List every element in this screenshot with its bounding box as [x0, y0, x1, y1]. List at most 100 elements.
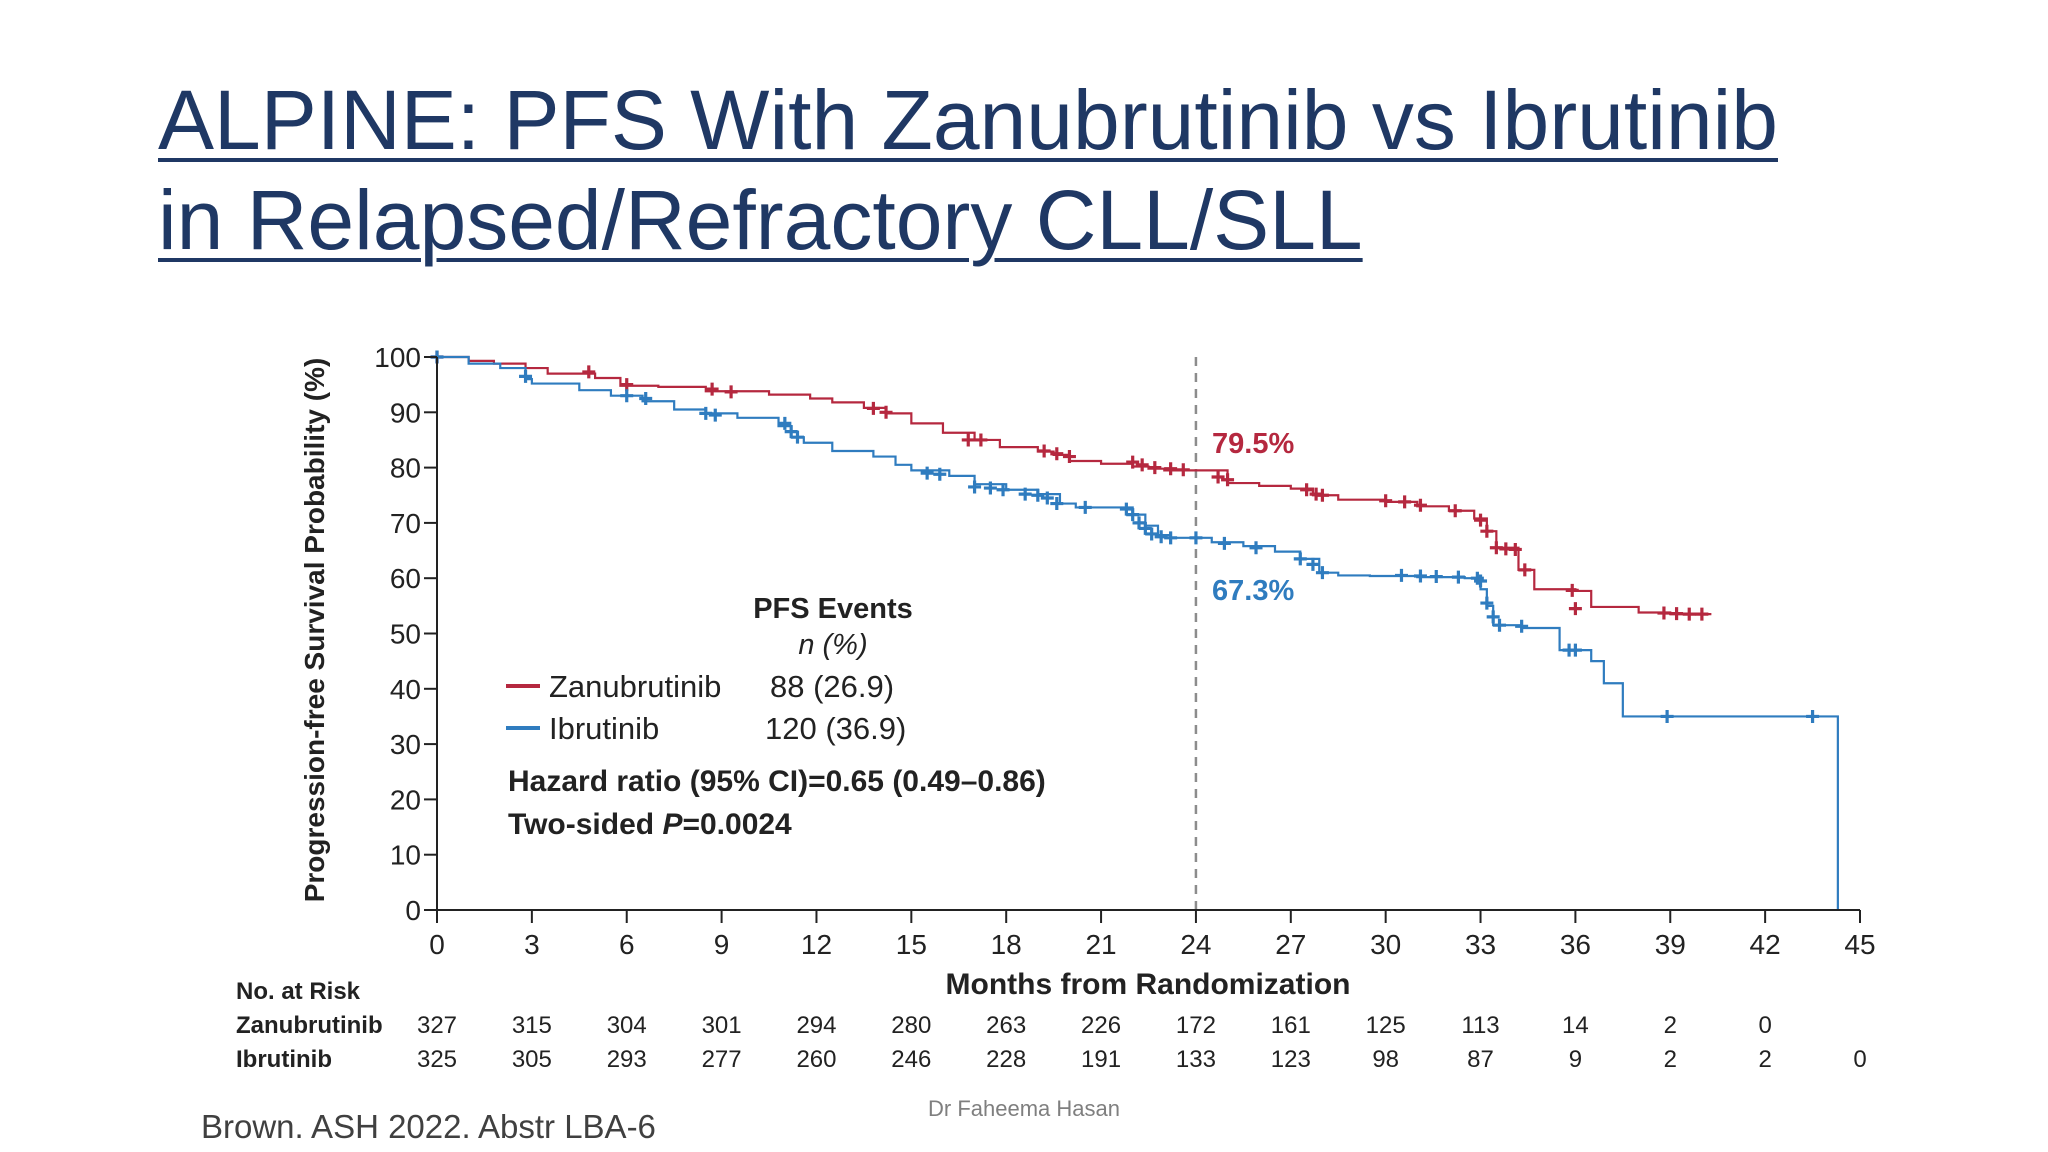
pfs-events-inset: PFS Events n (%) Zanubrutinib 88 (26.9) …: [506, 593, 1046, 841]
censor-mark: [1448, 504, 1462, 518]
risk-value-ibrutinib: 325: [417, 1046, 457, 1073]
censor-mark: [778, 416, 792, 430]
x-axis-label: Months from Randomization: [946, 968, 1351, 1001]
censor-mark: [1176, 463, 1190, 477]
censor-mark: [1493, 618, 1507, 632]
censor-mark: [1486, 610, 1500, 624]
y-tick-label: 20: [390, 784, 421, 815]
risk-value-ibrutinib: 228: [986, 1046, 1026, 1073]
censor-mark: [620, 378, 634, 392]
censor-mark: [1413, 498, 1427, 512]
x-tick-label: 12: [801, 929, 832, 960]
censor-mark: [1518, 563, 1532, 577]
censor-mark: [920, 466, 934, 480]
censor-mark: [1249, 541, 1263, 555]
censor-mark: [1078, 500, 1092, 514]
y-tick-label: 90: [390, 397, 421, 428]
censor-mark: [790, 430, 804, 444]
censor-mark: [1315, 566, 1329, 580]
risk-value-zanubrutinib: 226: [1081, 1012, 1121, 1039]
censor-mark: [1306, 557, 1320, 571]
censor-mark: [961, 433, 975, 447]
censor-mark: [1480, 524, 1494, 538]
slide-title: ALPINE: PFS With Zanubrutinib vs Ibrutin…: [158, 70, 1858, 270]
citation: Brown. ASH 2022. Abstr LBA-6: [201, 1108, 656, 1145]
y-axis-label: Progression-free Survival Probability (%…: [299, 358, 330, 903]
censor-mark: [1221, 473, 1235, 487]
censor-mark: [968, 480, 982, 494]
censor-marks-zanubrutinib: [430, 350, 1709, 621]
slide-title-line-2: in Relapsed/Refractory CLL/SLL: [158, 173, 1363, 267]
censor-mark: [1657, 606, 1671, 620]
risk-value-zanubrutinib: 304: [607, 1012, 647, 1039]
risk-value-zanubrutinib: 327: [417, 1012, 457, 1039]
censor-mark: [1379, 494, 1393, 508]
risk-value-ibrutinib: 191: [1081, 1046, 1121, 1073]
legend-label-zanubrutinib: Zanubrutinib: [549, 669, 721, 704]
censor-mark: [582, 365, 596, 379]
risk-value-ibrutinib: 2: [1758, 1046, 1771, 1073]
p-value-prefix: Two-sided: [508, 808, 662, 841]
censor-mark: [519, 369, 533, 383]
p-value-letter: P: [662, 808, 683, 841]
censor-mark: [1037, 444, 1051, 458]
x-tick-label: 27: [1275, 929, 1306, 960]
risk-value-zanubrutinib: 2: [1664, 1012, 1677, 1039]
censor-mark: [1508, 542, 1522, 556]
risk-value-ibrutinib: 293: [607, 1046, 647, 1073]
censor-mark: [1040, 491, 1054, 505]
censor-mark: [1293, 552, 1307, 566]
censor-mark: [1031, 488, 1045, 502]
y-tick-label: 0: [405, 895, 421, 926]
censor-mark: [1451, 570, 1465, 584]
km-curve-zanubrutinib: [437, 355, 1712, 616]
x-tick-label: 24: [1180, 929, 1211, 960]
censor-mark: [708, 408, 722, 422]
risk-row-label-zanubrutinib: Zanubrutinib: [236, 1012, 383, 1039]
legend-label-ibrutinib: Ibrutinib: [549, 711, 659, 746]
censor-mark: [879, 405, 893, 419]
censor-mark: [1474, 513, 1488, 527]
censor-mark: [1429, 570, 1443, 584]
censor-mark: [1806, 709, 1820, 723]
y-tick-label: 100: [374, 342, 421, 373]
censor-mark: [974, 433, 988, 447]
y-tick-label: 60: [390, 563, 421, 594]
censor-mark: [1300, 483, 1314, 497]
censor-mark: [699, 406, 713, 420]
risk-value-zanubrutinib: 0: [1758, 1012, 1771, 1039]
risk-value-ibrutinib: 277: [702, 1046, 742, 1073]
x-tick-label: 18: [991, 929, 1022, 960]
censor-mark: [996, 483, 1010, 497]
censor-mark: [1474, 574, 1488, 588]
censor-mark: [1515, 619, 1529, 633]
x-tick-label: 45: [1844, 929, 1875, 960]
risk-value-zanubrutinib: 280: [891, 1012, 931, 1039]
censor-mark: [1189, 531, 1203, 545]
censor-mark: [1062, 450, 1076, 464]
censor-mark: [724, 385, 738, 399]
landmark-label-ibrutinib: 67.3%: [1212, 575, 1294, 607]
y-tick-label: 40: [390, 674, 421, 705]
risk-table-heading: No. at Risk: [236, 978, 361, 1005]
x-tick-label: 30: [1370, 929, 1401, 960]
risk-value-ibrutinib: 246: [891, 1046, 931, 1073]
censor-mark: [1018, 487, 1032, 501]
hazard-ratio: Hazard ratio (95% CI)=0.65 (0.49–0.86): [508, 765, 1046, 798]
inset-subheading: n (%): [798, 629, 867, 661]
risk-value-ibrutinib: 133: [1176, 1046, 1216, 1073]
y-tick-label: 80: [390, 453, 421, 484]
risk-value-zanubrutinib: 294: [796, 1012, 836, 1039]
risk-value-zanubrutinib: 14: [1562, 1012, 1589, 1039]
censor-mark: [1126, 508, 1140, 522]
censor-mark: [1148, 461, 1162, 475]
risk-values: 327 315 304 301 294 280 263 226 172 161 125 113 14 2 0…: [417, 1012, 1867, 1073]
censor-mark: [866, 401, 880, 415]
legend-value-zanubrutinib: 88 (26.9): [770, 669, 894, 704]
risk-value-zanubrutinib: 315: [512, 1012, 552, 1039]
censor-mark: [1660, 709, 1674, 723]
censor-mark: [1565, 583, 1579, 597]
risk-value-ibrutinib: 87: [1467, 1046, 1494, 1073]
